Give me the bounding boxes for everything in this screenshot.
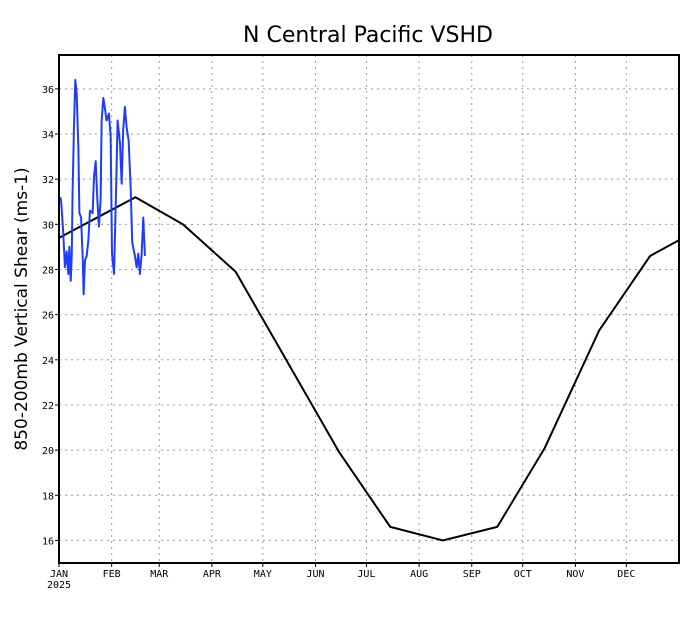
x-tick-label: JUN [306,569,324,580]
x-tick-label: NOV [566,569,584,580]
x-tick-label: MAY [254,569,272,580]
chart-title: N Central Pacific VSHD [243,23,493,48]
x-tick-label: MAR [150,569,169,580]
y-axis-label: 850-200mb Vertical Shear (ms-1) [12,167,32,450]
x-tick-label: DEC [617,569,635,580]
series-line-2025 [59,78,146,296]
y-tick-label: 36 [42,85,54,96]
y-tick-label: 16 [42,536,54,547]
year-label: 2025 [47,580,71,591]
y-tick-label: 22 [42,401,54,412]
plot-frame [58,54,680,564]
y-tick-label: 20 [42,446,54,457]
x-tick-label: JUL [357,569,375,580]
x-tick-label: AUG [410,569,428,580]
y-tick-label: 34 [42,130,54,141]
x-tick-label: SEP [463,569,481,580]
y-tick-label: 24 [42,356,54,367]
x-tick-label: OCT [514,569,532,580]
series-line-climatology [58,196,680,542]
x-tick-label: APR [203,569,222,580]
y-tick-label: 26 [42,311,54,322]
y-tick-label: 32 [42,175,54,186]
y-tick-label: 30 [42,220,54,231]
y-tick-label: 28 [42,265,54,276]
y-tick-label: 18 [42,491,54,502]
x-tick-label: JAN [50,569,68,580]
x-tick-label: FEB [103,569,121,580]
